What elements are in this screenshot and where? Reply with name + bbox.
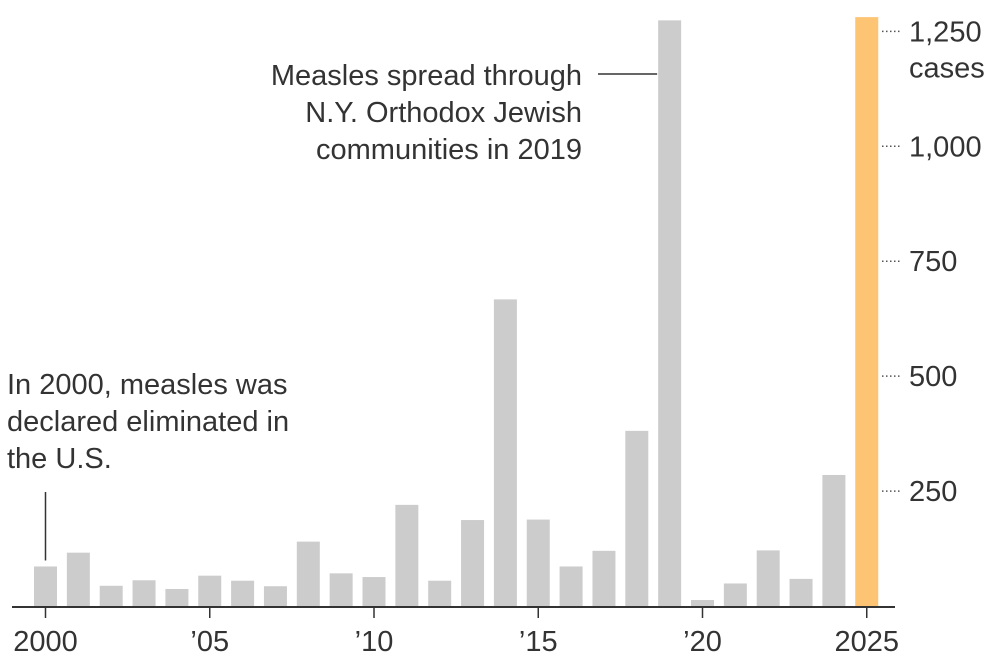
x-axis: 2000 ’05 ’10 ’15 ’20 2025 (12, 606, 899, 658)
bar-2002 (99, 585, 123, 606)
y-unit-label: cases (909, 52, 985, 84)
bar-2014 (493, 299, 517, 606)
bar-2010 (362, 577, 386, 606)
bar-2025 (855, 17, 879, 606)
x-tick-label-2025: 2025 (834, 626, 899, 658)
x-tick-label-2020: ’20 (683, 626, 722, 658)
bar-2022 (756, 550, 780, 606)
y-tick-label-500: 500 (909, 361, 957, 393)
annotation-2000-line-2: declared eliminated in (7, 406, 290, 438)
bar-2013 (461, 520, 485, 606)
annotation-2019-line-1: Measles spread through (270, 60, 582, 92)
bar-2007 (263, 586, 287, 606)
y-tick-label-1250: 1,250 (909, 16, 982, 48)
annotation-2000-elimination: In 2000, measles was declared eliminated… (7, 367, 347, 478)
bar-2006 (231, 580, 255, 606)
x-tick-label-2000: 2000 (13, 626, 78, 658)
bar-2004 (165, 588, 189, 606)
annotation-2019-outbreak: Measles spread through N.Y. Orthodox Jew… (182, 58, 582, 169)
annotation-2000-line-3: the U.S. (7, 443, 112, 475)
y-tick-label-250: 250 (909, 476, 957, 508)
bar-2009 (329, 573, 353, 606)
annotation-2000-line-1: In 2000, measles was (7, 369, 288, 401)
x-tick-label-2005: ’05 (190, 626, 229, 658)
y-tick-label-750: 750 (909, 246, 957, 278)
bars-group (34, 17, 879, 606)
bar-2012 (428, 580, 452, 606)
bar-2008 (296, 541, 320, 606)
x-tick-label-2015: ’15 (519, 626, 558, 658)
bar-2020 (691, 600, 714, 606)
bar-2021 (723, 583, 747, 606)
x-tick-label-2010: ’10 (355, 626, 394, 658)
bar-2015 (526, 519, 550, 606)
annotation-2019-line-2: N.Y. Orthodox Jewish (305, 97, 582, 129)
y-tick-label-1000: 1,000 (909, 131, 982, 163)
bar-2018 (625, 430, 649, 606)
bar-2019 (658, 20, 682, 606)
bar-2017 (592, 550, 616, 606)
bar-2024 (822, 474, 846, 606)
bar-2011 (395, 504, 419, 606)
bar-2003 (132, 580, 156, 606)
annotation-leaders (44, 73, 658, 561)
bar-2005 (198, 575, 222, 606)
bar-2016 (559, 566, 583, 606)
bar-2023 (789, 578, 813, 606)
bar-2000 (34, 566, 57, 606)
annotation-2019-line-3: communities in 2019 (316, 134, 582, 166)
bar-2001 (66, 552, 90, 606)
y-axis: 250 500 750 1,000 1,250 cases (882, 16, 985, 508)
